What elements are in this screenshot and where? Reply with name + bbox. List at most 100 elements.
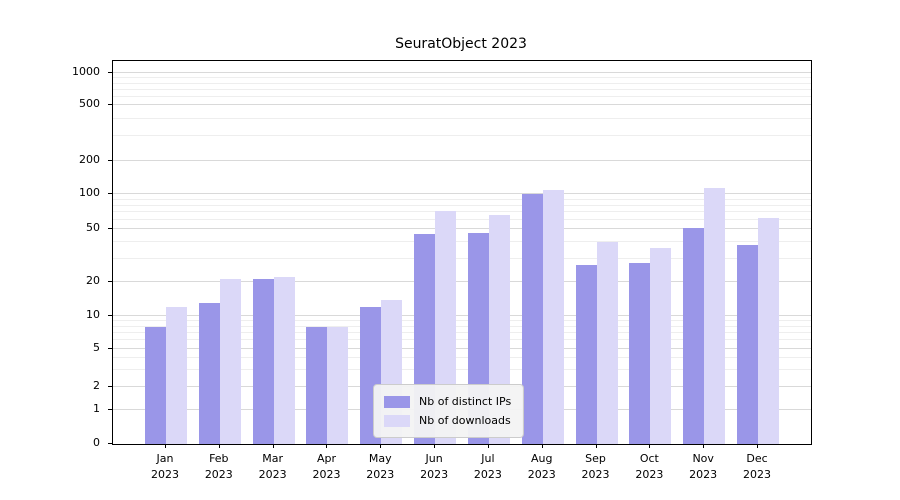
- minor-gridline: [113, 339, 811, 341]
- chart-title: SeuratObject 2023: [395, 36, 527, 52]
- x-axis-tick-label: Feb 2023: [204, 452, 233, 481]
- y-axis-tick-label: 200: [79, 152, 100, 166]
- bar-downloads-sep: [596, 242, 618, 444]
- bar-distinct-ips-apr: [306, 326, 328, 444]
- y-axis-tick-label: 500: [79, 97, 100, 111]
- minor-gridline: [113, 241, 811, 243]
- major-gridline: [113, 159, 811, 161]
- bar-distinct-ips-mar: [252, 279, 274, 444]
- legend-item-distinct-ips: Nb of distinct IPs: [384, 392, 511, 411]
- minor-gridline: [113, 320, 811, 322]
- y-axis-tick-label: 2: [93, 378, 100, 392]
- x-axis-tick-label: Jul 2023: [473, 452, 502, 481]
- minor-gridline: [113, 357, 811, 359]
- legend-label-distinct-ips: Nb of distinct IPs: [419, 395, 512, 408]
- y-axis-tick-mark: [108, 315, 112, 317]
- y-axis-tick-label: 1000: [72, 65, 100, 79]
- x-axis-tick-label: Dec 2023: [743, 452, 771, 481]
- y-axis-tick-mark: [108, 193, 112, 195]
- minor-gridline: [113, 257, 811, 259]
- y-axis-tick-mark: [108, 159, 112, 161]
- x-axis-tick-label: Mar 2023: [258, 452, 287, 481]
- bar-distinct-ips-feb: [198, 303, 220, 444]
- bar-downloads-mar: [273, 276, 295, 444]
- legend: Nb of distinct IPs Nb of downloads: [373, 384, 525, 438]
- y-axis-tick-mark: [108, 348, 112, 350]
- x-axis-tick-mark: [218, 444, 220, 448]
- legend-swatch-distinct-ips: [384, 395, 410, 408]
- y-axis-tick-mark: [108, 280, 112, 282]
- minor-gridline: [113, 82, 811, 84]
- x-axis-tick-label: May 2023: [366, 452, 395, 481]
- major-gridline: [113, 281, 811, 282]
- minor-gridline: [113, 135, 811, 137]
- y-axis-tick-mark: [108, 104, 112, 106]
- x-axis-tick-mark: [541, 444, 543, 448]
- minor-gridline: [113, 204, 811, 206]
- bar-downloads-nov: [704, 187, 726, 444]
- x-axis-tick-label: Aug 2023: [527, 452, 556, 481]
- major-gridline: [113, 104, 811, 106]
- y-axis-tick-label: 100: [79, 186, 100, 200]
- y-axis-tick-mark: [108, 72, 112, 74]
- x-axis-tick-label: Jun 2023: [420, 452, 449, 481]
- minor-gridline: [113, 95, 811, 97]
- x-axis-tick-mark: [272, 444, 274, 448]
- y-axis-tick-label: 20: [86, 273, 100, 287]
- legend-label-downloads: Nb of downloads: [419, 414, 511, 427]
- bar-distinct-ips-dec: [737, 244, 758, 444]
- plot-area: Nb of distinct IPs Nb of downloads: [112, 60, 812, 445]
- x-axis-tick-mark: [757, 444, 758, 448]
- bar-distinct-ips-aug: [521, 194, 543, 444]
- x-axis-tick-mark: [703, 444, 705, 448]
- bar-downloads-dec: [758, 217, 779, 444]
- y-axis-tick-label: 5: [93, 341, 100, 355]
- bar-distinct-ips-nov: [683, 228, 705, 444]
- bar-downloads-aug: [542, 189, 564, 444]
- y-axis-tick-label: 1: [93, 401, 100, 415]
- bar-downloads-jan: [166, 307, 187, 444]
- x-axis-tick-mark: [326, 444, 328, 448]
- major-gridline: [113, 193, 811, 195]
- x-axis-tick-label: Oct 2023: [635, 452, 664, 481]
- major-gridline: [113, 348, 811, 350]
- bar-downloads-feb: [219, 279, 241, 444]
- y-axis-tick-mark: [108, 408, 112, 410]
- x-axis-tick-label: Sep 2023: [581, 452, 610, 481]
- x-axis-tick-mark: [434, 444, 436, 448]
- minor-gridline: [113, 211, 811, 213]
- y-axis-tick-label: 0: [93, 436, 100, 449]
- minor-gridline: [113, 325, 811, 327]
- x-axis-tick-mark: [649, 444, 651, 448]
- x-axis-tick-mark: [165, 444, 166, 448]
- x-axis-tick-label: Jan 2023: [151, 452, 179, 481]
- bar-downloads-apr: [327, 326, 349, 444]
- major-gridline: [113, 72, 811, 74]
- major-gridline: [113, 315, 811, 317]
- bar-distinct-ips-jan: [145, 326, 166, 444]
- x-axis-tick-mark: [595, 444, 597, 448]
- bar-distinct-ips-sep: [575, 264, 597, 444]
- minor-gridline: [113, 77, 811, 79]
- y-axis-tick-mark: [108, 443, 112, 444]
- x-axis-tick-mark: [380, 444, 382, 448]
- bar-distinct-ips-oct: [629, 262, 651, 444]
- minor-gridline: [113, 369, 811, 371]
- major-gridline: [113, 228, 811, 230]
- minor-gridline: [113, 218, 811, 220]
- bar-downloads-oct: [650, 248, 672, 444]
- x-axis-tick-label: Nov 2023: [689, 452, 718, 481]
- minor-gridline: [113, 332, 811, 334]
- y-axis-tick-label: 50: [86, 221, 100, 235]
- legend-item-downloads: Nb of downloads: [384, 411, 511, 430]
- x-axis-tick-mark: [487, 444, 489, 448]
- legend-swatch-downloads: [384, 414, 410, 427]
- minor-gridline: [113, 88, 811, 90]
- y-axis-tick-mark: [108, 228, 112, 230]
- x-axis-tick-label: Apr 2023: [312, 452, 341, 481]
- y-axis-tick-mark: [108, 385, 112, 387]
- minor-gridline: [113, 198, 811, 200]
- minor-gridline: [113, 117, 811, 119]
- y-axis-tick-label: 10: [86, 308, 100, 322]
